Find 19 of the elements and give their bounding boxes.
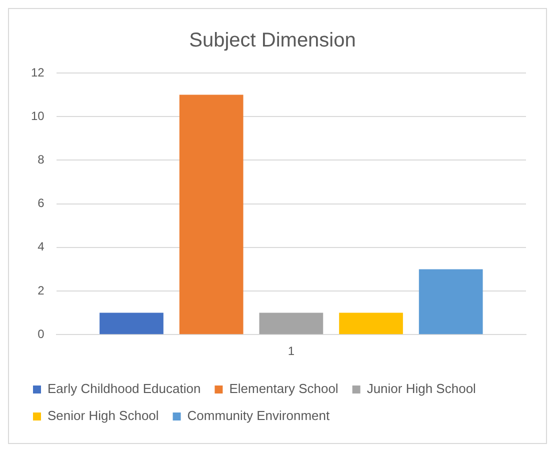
bar [179,94,244,334]
y-tick-label: 6 [38,196,45,210]
y-tick-label: 8 [38,152,45,167]
legend-label: Senior High School [48,408,159,424]
y-tick-label: 12 [30,65,45,80]
y-tick-label: 4 [38,240,45,254]
y-tick-label: 10 [30,108,45,123]
legend-label: Early Childhood Education [48,381,201,396]
legend-label: Community Environment [187,408,330,424]
bar [100,312,164,334]
legend-label: Elementary School [229,381,338,396]
bar [418,269,483,334]
bar [339,312,403,334]
chart-title: Subject Dimension [189,30,356,52]
y-tick-label: 2 [38,283,45,298]
bar [259,312,324,334]
y-tick-label: 0 [38,326,45,341]
x-tick-label: 1 [288,344,295,358]
legend-label: Junior High School [366,381,476,396]
